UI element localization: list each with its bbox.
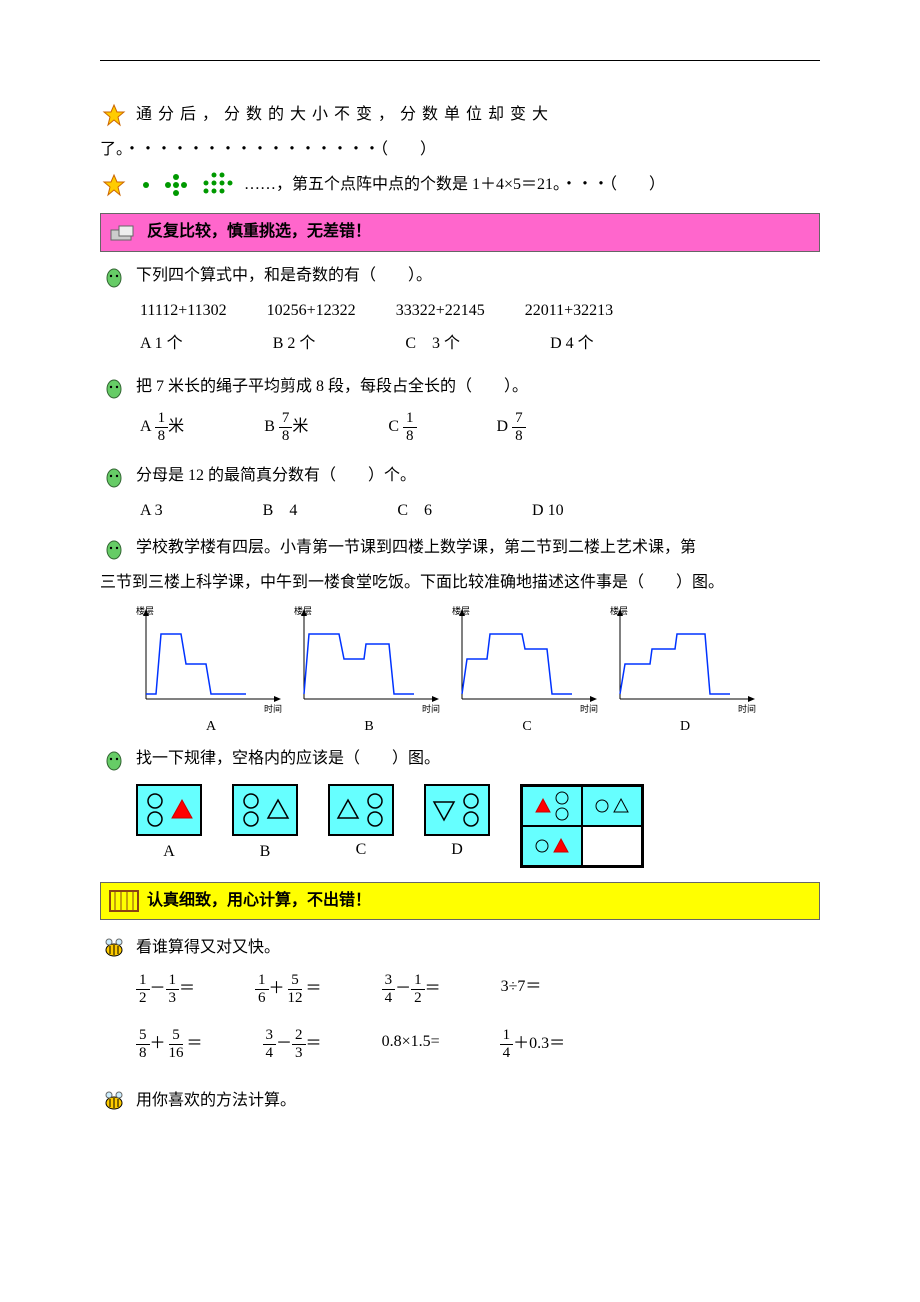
calc-1-4: 3÷7＝	[501, 973, 542, 1006]
c2-stem: 把 7 米长的绳子平均剪成 8 段，每段占全长的（ ）。	[136, 373, 820, 402]
c5-stem: 找一下规律，空格内的应该是（ ）图。	[136, 745, 820, 774]
q4-tail: 了。・・・・・・・・・・・・・・・・（ ）	[100, 136, 820, 165]
svg-text:时间: 时间	[422, 703, 440, 714]
c4-stem-l1: 学校教学楼有四层。小青第一节课到四楼上数学课，第二节到二楼上艺术课，第	[136, 534, 820, 563]
c3-opt-c: C 6	[397, 497, 432, 526]
c1-stem: 下列四个算式中，和是奇数的有（ ）。	[136, 262, 820, 291]
svg-text:时间: 时间	[738, 703, 756, 714]
calc1-row1: 12－13＝ 16＋512＝ 34－12＝ 3÷7＝	[136, 973, 820, 1006]
svg-text:时间: 时间	[580, 703, 598, 714]
star-icon	[100, 103, 128, 127]
q5-text: ……，第五个点阵中点的个数是 1＋4×5＝21。・・・（ ）	[244, 176, 665, 193]
c1-expr-1: 11112+11302	[140, 297, 227, 326]
section-calc-title: 认真细致，用心计算，不出错！	[147, 887, 371, 916]
bee-icon	[100, 936, 128, 960]
calc-1-2: 16＋512＝	[255, 973, 322, 1006]
section-calc-bar: 认真细致，用心计算，不出错！	[100, 882, 820, 921]
c1-opt-b: B 2 个	[273, 330, 316, 359]
calc-2: 用你喜欢的方法计算。	[100, 1087, 820, 1116]
pattern-b-label: B	[232, 838, 298, 867]
calc2-stem: 用你喜欢的方法计算。	[136, 1087, 820, 1116]
calc1-stem: 看谁算得又对又快。	[136, 934, 820, 963]
graph-d-label: D	[610, 714, 760, 739]
c1-opts: A 1 个 B 2 个 C 3 个 D 4 个	[140, 330, 820, 359]
choice-4: 学校教学楼有四层。小青第一节课到四楼上数学课，第二节到二楼上艺术课，第	[100, 534, 820, 563]
c2-opts: A 18米 B 78米 C 18 D 78	[140, 411, 820, 444]
c3-stem: 分母是 12 的最简真分数有（ ）个。	[136, 462, 820, 491]
svg-text:时间: 时间	[264, 703, 282, 714]
calc-1-3: 34－12＝	[382, 973, 441, 1006]
c1-opt-a: A 1 个	[140, 330, 183, 359]
star-icon	[100, 173, 128, 197]
graph-b-label: B	[294, 714, 444, 739]
c3-opt-a: A 3	[140, 497, 163, 526]
section-choice-title: 反复比较，慎重挑选，无差错！	[147, 218, 371, 247]
c2-opt-b: B 78米	[264, 411, 308, 444]
pattern-reference-grid	[520, 784, 644, 868]
question-4: 通分后，分数的大小不变，分数单位却变大	[100, 101, 820, 130]
calc-1: 看谁算得又对又快。	[100, 934, 820, 963]
choice-2: 把 7 米长的绳子平均剪成 8 段，每段占全长的（ ）。	[100, 373, 820, 402]
bee-icon	[100, 1089, 128, 1113]
dot-cluster-3	[200, 171, 236, 199]
c4-graphs: 楼层 时间 A 楼层 时间 B 楼层 时间 C 楼层	[136, 604, 820, 739]
cactus-icon	[100, 464, 128, 488]
c5-patterns: A B C D	[136, 784, 820, 868]
pattern-c: C	[328, 784, 394, 865]
pattern-a-label: A	[136, 838, 202, 867]
c1-opt-d: D 4 个	[550, 330, 594, 359]
eraser-icon	[109, 222, 139, 244]
pattern-c-label: C	[328, 836, 394, 865]
pattern-a: A	[136, 784, 202, 868]
calc1-row2: 58＋516＝ 34－23＝ 0.8×1.5= 14＋0.3＝	[136, 1028, 820, 1061]
graph-a: 楼层 时间 A	[136, 604, 286, 739]
graph-c: 楼层 时间 C	[452, 604, 602, 739]
cactus-icon	[100, 747, 128, 771]
top-rule	[100, 60, 820, 61]
pattern-b: B	[232, 784, 298, 868]
c2-opt-a: A 18米	[140, 411, 184, 444]
dot-cluster-2	[164, 173, 188, 197]
cactus-icon	[100, 536, 128, 560]
calc-1-1: 12－13＝	[136, 973, 195, 1006]
choice-1: 下列四个算式中，和是奇数的有（ ）。	[100, 262, 820, 291]
q4-text: 通分后，分数的大小不变，分数单位却变大	[136, 106, 554, 123]
cactus-icon	[100, 264, 128, 288]
calc-2-2: 34－23＝	[263, 1028, 322, 1061]
calc-2-4: 14＋0.3＝	[500, 1028, 566, 1061]
choice-3: 分母是 12 的最简真分数有（ ）个。	[100, 462, 820, 491]
cactus-icon	[100, 375, 128, 399]
c3-opt-b: B 4	[263, 497, 298, 526]
section-choice-bar: 反复比较，慎重挑选，无差错！	[100, 213, 820, 252]
question-5: ……，第五个点阵中点的个数是 1＋4×5＝21。・・・（ ）	[100, 171, 820, 200]
c1-exprs: 11112+11302 10256+12322 33322+22145 2201…	[140, 297, 820, 326]
c1-expr-3: 33322+22145	[396, 297, 485, 326]
c4-stem-l2: 三节到三楼上科学课，中午到一楼食堂吃饭。下面比较准确地描述这件事是（ ）图。	[100, 569, 820, 598]
c3-opts: A 3 B 4 C 6 D 10	[140, 497, 820, 526]
graph-d: 楼层 时间 D	[610, 604, 760, 739]
choice-5: 找一下规律，空格内的应该是（ ）图。	[100, 745, 820, 774]
c2-opt-c: C 18	[388, 411, 416, 444]
graph-a-label: A	[136, 714, 286, 739]
pattern-d-label: D	[424, 836, 490, 865]
c2-opt-d: D 78	[497, 411, 526, 444]
abacus-icon	[109, 890, 139, 912]
c1-expr-2: 10256+12322	[267, 297, 356, 326]
c1-opt-c: C 3 个	[405, 330, 460, 359]
graph-b: 楼层 时间 B	[294, 604, 444, 739]
pattern-d: D	[424, 784, 490, 865]
c3-opt-d: D 10	[532, 497, 564, 526]
calc-2-3: 0.8×1.5=	[382, 1028, 440, 1061]
dot-cluster-1	[140, 176, 152, 194]
c1-expr-4: 22011+32213	[525, 297, 613, 326]
calc-2-1: 58＋516＝	[136, 1028, 203, 1061]
graph-c-label: C	[452, 714, 602, 739]
